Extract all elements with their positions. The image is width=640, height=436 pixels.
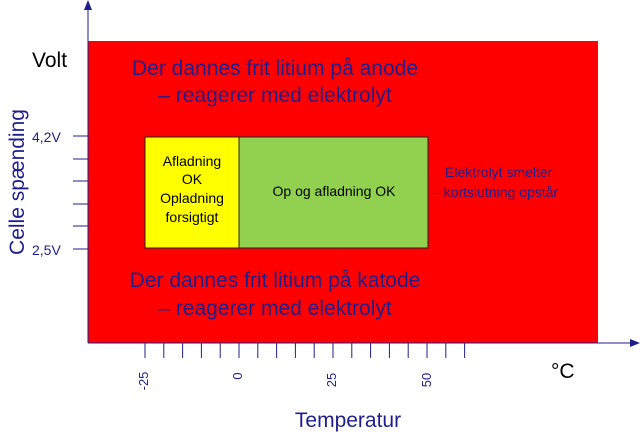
y-axis-arrow bbox=[84, 0, 92, 10]
caution-zone bbox=[144, 136, 240, 249]
x-ticks bbox=[144, 343, 466, 358]
caution-zone-line-2: OK bbox=[182, 171, 203, 187]
x-tick-label-50: 50 bbox=[419, 373, 434, 387]
x-axis-arrow bbox=[630, 339, 640, 347]
x-tick-label-0: 0 bbox=[230, 372, 245, 379]
y-unit-label: Volt bbox=[32, 49, 67, 72]
y-ticks bbox=[73, 135, 88, 250]
caution-zone-line-3: Opladning bbox=[160, 190, 224, 206]
y-tick-label-4-2v: 4,2V bbox=[32, 129, 61, 145]
bottom-region-line-2: – reagerer med elektrolyt bbox=[158, 297, 392, 320]
right-region-line-1: Elektrolyt smelter bbox=[445, 164, 553, 180]
y-axis-title: Celle spænding bbox=[6, 109, 29, 255]
x-tick-label-25: 25 bbox=[324, 373, 339, 387]
top-region-line-1: Der dannes frit litium på anode bbox=[132, 57, 418, 80]
safe-zone-label: Op og afladning OK bbox=[273, 183, 397, 199]
x-axis-title: Temperatur bbox=[295, 409, 401, 432]
safe-zone bbox=[238, 136, 429, 249]
x-unit-label: °C bbox=[551, 360, 575, 383]
bottom-region-line-1: Der dannes frit litium på katode bbox=[130, 269, 421, 292]
right-region-line-2: – kortslutning opstår bbox=[432, 184, 558, 200]
y-tick-label-2-5v: 2,5V bbox=[32, 242, 61, 258]
caution-zone-line-1: Afladning bbox=[163, 153, 221, 169]
top-region-line-2: – reagerer med elektrolyt bbox=[158, 84, 392, 107]
x-tick-label-minus-25: -25 bbox=[136, 372, 151, 391]
caution-zone-line-4: forsigtigt bbox=[166, 209, 219, 225]
